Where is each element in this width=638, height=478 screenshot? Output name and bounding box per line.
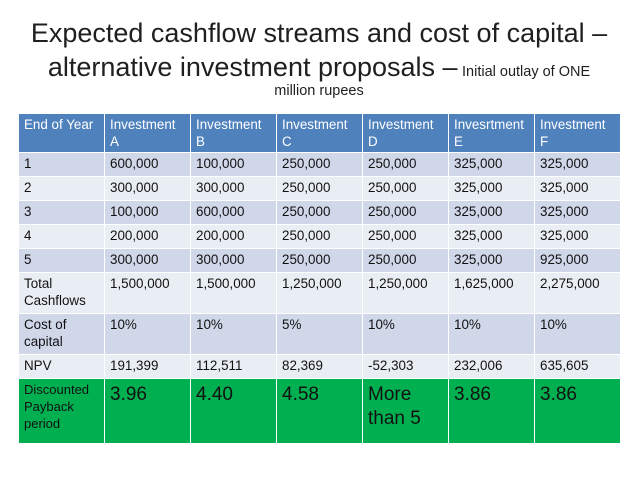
- table-cell: 325,000: [448, 200, 535, 225]
- header-cell: Investment A: [104, 113, 191, 153]
- table-cell: 250,000: [276, 224, 363, 249]
- table-cell: 250,000: [276, 152, 363, 177]
- table-cell: 925,000: [534, 248, 621, 273]
- table-cell: 1,250,000: [276, 272, 363, 314]
- table-cell: 112,511: [190, 354, 277, 379]
- table-row: NPV 191,399 112,511 82,369 -52,303 232,0…: [18, 354, 621, 379]
- table-cell: 250,000: [362, 224, 449, 249]
- table-row: Total Cashflows 1,500,000 1,500,000 1,25…: [18, 272, 621, 314]
- header-cell: End of Year: [18, 113, 105, 153]
- table-cell: 635,605: [534, 354, 621, 379]
- table-cell: 5: [18, 248, 105, 273]
- investment-table: End of Year Investment A Investment B In…: [18, 113, 621, 444]
- table-cell: 10%: [448, 313, 535, 355]
- table-cell: 10%: [362, 313, 449, 355]
- table-cell: 4.58: [276, 378, 363, 444]
- table-cell: 82,369: [276, 354, 363, 379]
- table-cell: 4: [18, 224, 105, 249]
- table-cell: 250,000: [276, 248, 363, 273]
- table-cell: 2,275,000: [534, 272, 621, 314]
- table-cell: 5%: [276, 313, 363, 355]
- table-cell: 232,006: [448, 354, 535, 379]
- table-cell: 100,000: [190, 152, 277, 177]
- table-row: 5 300,000 300,000 250,000 250,000 325,00…: [18, 248, 621, 273]
- title-note-b: million rupees: [274, 83, 364, 99]
- table-cell: 200,000: [190, 224, 277, 249]
- title-line-2: alternative investment proposals –: [47, 52, 458, 82]
- header-cell: Invesrtment E: [448, 113, 535, 153]
- table-cell: 600,000: [190, 200, 277, 225]
- table-cell: 600,000: [104, 152, 191, 177]
- table-cell: 1,500,000: [104, 272, 191, 314]
- table-cell: 3.86: [448, 378, 535, 444]
- table-cell: 325,000: [448, 224, 535, 249]
- table-cell: 325,000: [448, 248, 535, 273]
- table-cell: 10%: [104, 313, 191, 355]
- table-cell: 325,000: [448, 152, 535, 177]
- table-row: Cost of capital 10% 10% 5% 10% 10% 10%: [18, 313, 621, 355]
- table-cell: 3: [18, 200, 105, 225]
- table-cell: 3.86: [534, 378, 621, 444]
- table-cell: 300,000: [104, 248, 191, 273]
- table-cell: 325,000: [448, 176, 535, 201]
- table-cell: 2: [18, 176, 105, 201]
- table-cell: 250,000: [276, 176, 363, 201]
- header-cell: Investment C: [276, 113, 363, 153]
- table-row: 4 200,000 200,000 250,000 250,000 325,00…: [18, 224, 621, 249]
- table-cell: 300,000: [104, 176, 191, 201]
- table-cell: 250,000: [276, 200, 363, 225]
- table-cell: 325,000: [534, 176, 621, 201]
- title-note-a: Initial outlay of ONE: [462, 64, 591, 80]
- table-cell: 1,625,000: [448, 272, 535, 314]
- table-cell: 1: [18, 152, 105, 177]
- table-cell: 250,000: [362, 248, 449, 273]
- table-cell: 300,000: [190, 176, 277, 201]
- table-cell: 325,000: [534, 224, 621, 249]
- table-cell: 300,000: [190, 248, 277, 273]
- table-cell: 1,250,000: [362, 272, 449, 314]
- table-cell: 325,000: [534, 200, 621, 225]
- table-cell: 200,000: [104, 224, 191, 249]
- table-cell: 250,000: [362, 176, 449, 201]
- table-cell: 4.40: [190, 378, 277, 444]
- table-cell: Total Cashflows: [18, 272, 105, 314]
- table-cell: 3.96: [104, 378, 191, 444]
- header-cell: Investment B: [190, 113, 277, 153]
- table-cell: -52,303: [362, 354, 449, 379]
- table-row: 3 100,000 600,000 250,000 250,000 325,00…: [18, 200, 621, 225]
- table-cell: 1,500,000: [190, 272, 277, 314]
- table-cell: 10%: [190, 313, 277, 355]
- table-cell: 250,000: [362, 152, 449, 177]
- table-row: 1 600,000 100,000 250,000 250,000 325,00…: [18, 152, 621, 177]
- table-cell: 10%: [534, 313, 621, 355]
- table-cell: 325,000: [534, 152, 621, 177]
- table-cell: 191,399: [104, 354, 191, 379]
- slide-title: Expected cashflow streams and cost of ca…: [10, 16, 628, 100]
- table-cell: Discounted Payback period: [18, 378, 105, 444]
- table-cell: Cost of capital: [18, 313, 105, 355]
- highlight-row: Discounted Payback period 3.96 4.40 4.58…: [18, 378, 621, 444]
- table-cell: NPV: [18, 354, 105, 379]
- header-cell: Investment F: [534, 113, 621, 153]
- table-cell: 100,000: [104, 200, 191, 225]
- table-cell: 250,000: [362, 200, 449, 225]
- table-cell: More than 5: [362, 378, 449, 444]
- header-row: End of Year Investment A Investment B In…: [18, 113, 621, 153]
- table-row: 2 300,000 300,000 250,000 250,000 325,00…: [18, 176, 621, 201]
- title-line-1: Expected cashflow streams and cost of ca…: [30, 18, 608, 48]
- header-cell: Investment D: [362, 113, 449, 153]
